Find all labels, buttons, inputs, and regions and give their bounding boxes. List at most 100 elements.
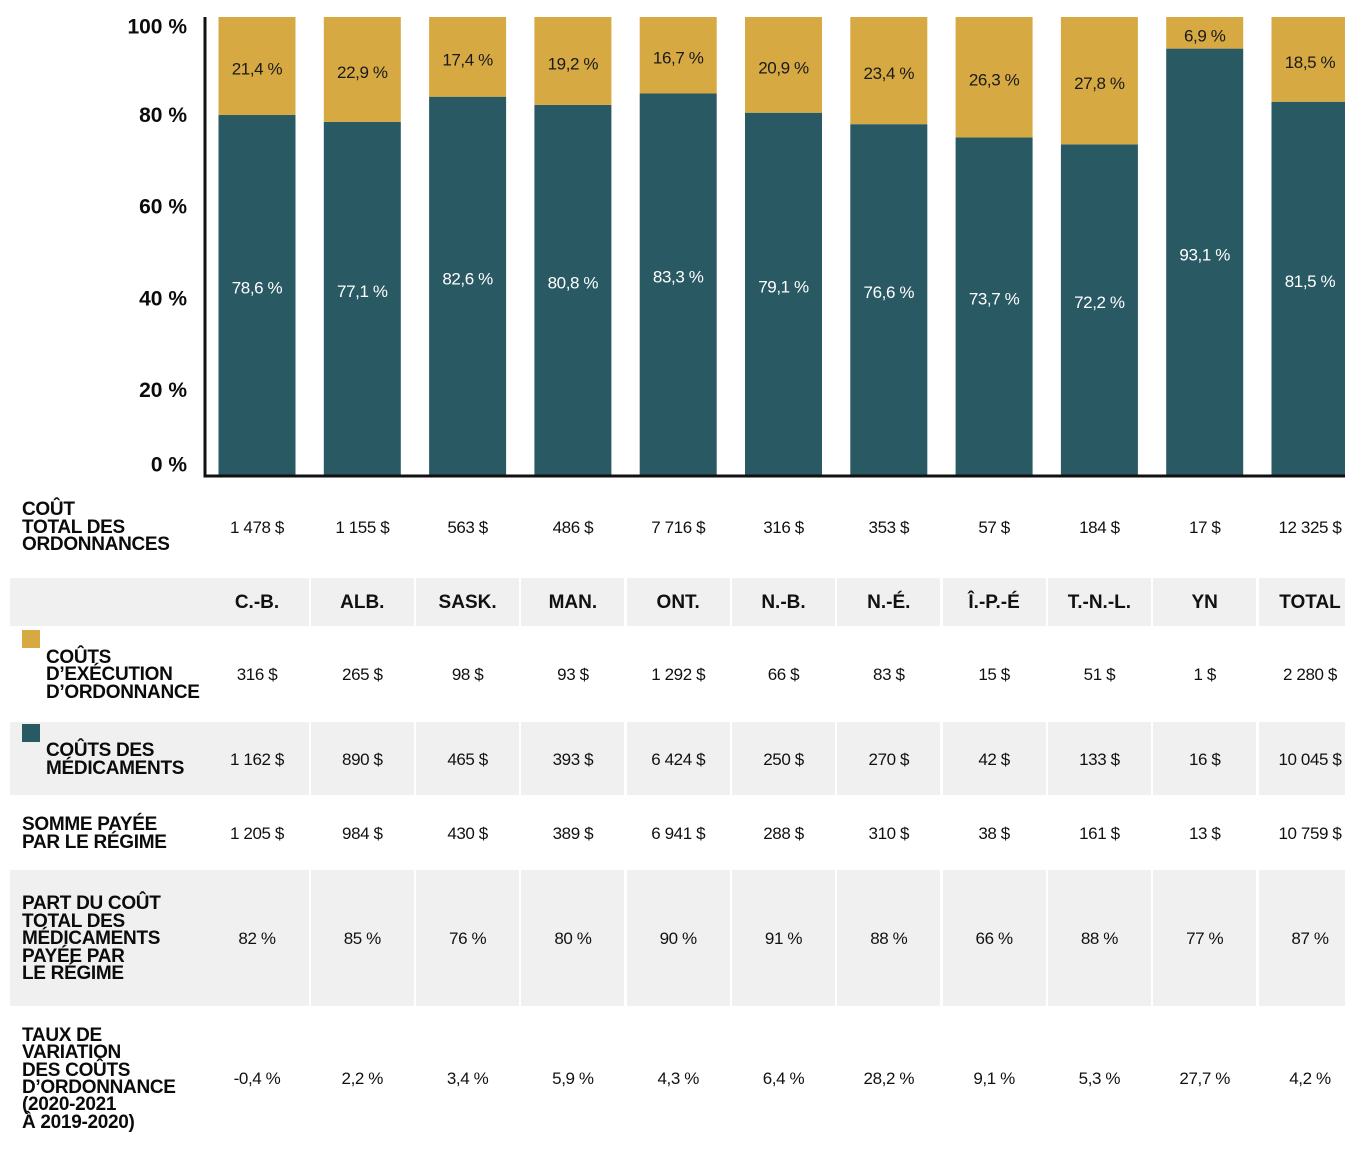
category-label: ALB. bbox=[340, 592, 385, 613]
table-cell: 4,2 % bbox=[1289, 1069, 1331, 1088]
table-cell: 76 % bbox=[449, 929, 487, 948]
cell-background bbox=[942, 870, 1046, 1006]
legend-swatch bbox=[22, 724, 40, 742]
category-label: ONT. bbox=[656, 592, 700, 613]
table-cell: 984 $ bbox=[342, 823, 383, 843]
cell-background bbox=[942, 578, 1046, 626]
table-cell: 66 % bbox=[975, 929, 1014, 948]
cell-background bbox=[310, 722, 414, 795]
table-cell: 77 % bbox=[1186, 929, 1224, 948]
table-cell: 9,1 % bbox=[973, 1069, 1015, 1088]
cell-background bbox=[837, 722, 941, 795]
legend-swatch bbox=[22, 630, 40, 648]
value-label: 27,8 % bbox=[1074, 74, 1125, 93]
bar-segment bbox=[639, 17, 717, 94]
table-cell: 486 $ bbox=[552, 517, 594, 537]
table-cell: 2,2 % bbox=[341, 1069, 384, 1088]
table-cell: 563 $ bbox=[447, 517, 488, 537]
table-cell: 3,4 % bbox=[446, 1069, 489, 1088]
table-cell: 15 $ bbox=[978, 665, 1010, 684]
table-cell: 270 $ bbox=[868, 749, 910, 769]
value-label: 93,1 % bbox=[1179, 245, 1230, 264]
cell-background bbox=[837, 870, 941, 1006]
category-label: SASK. bbox=[438, 592, 497, 613]
bar-segment bbox=[1060, 144, 1138, 475]
category-label: C.-B. bbox=[234, 592, 280, 613]
cell-background bbox=[205, 722, 309, 795]
table-cell: 80 % bbox=[554, 929, 592, 948]
cell-background bbox=[1047, 870, 1151, 1006]
y-tick-label: 0 % bbox=[151, 454, 188, 477]
value-label: 83,3 % bbox=[653, 268, 704, 287]
table-cell: 184 $ bbox=[1079, 517, 1120, 537]
value-label: 78,6 % bbox=[232, 278, 283, 297]
value-label: 23,4 % bbox=[864, 64, 915, 83]
table-cell: 1 162 $ bbox=[230, 749, 284, 769]
table-cell: 13 $ bbox=[1188, 823, 1221, 843]
bar-segment bbox=[1166, 48, 1244, 476]
row-label: SOMME PAYÉE PAR LE RÉGIME bbox=[22, 797, 208, 870]
cell-background bbox=[205, 578, 309, 626]
bar-segment bbox=[1060, 17, 1138, 145]
table-cell: 38 $ bbox=[978, 823, 1010, 843]
row-background bbox=[10, 870, 210, 1006]
value-label: 72,2 % bbox=[1074, 293, 1125, 312]
table-cell: 161 $ bbox=[1079, 823, 1120, 843]
bar-segment bbox=[745, 17, 822, 113]
cell-background bbox=[521, 870, 625, 1006]
value-label: 6,9 % bbox=[1184, 26, 1226, 45]
value-label: 80,8 % bbox=[548, 273, 599, 292]
table-cell: 288 $ bbox=[763, 823, 804, 843]
table-cell: 430 $ bbox=[447, 823, 488, 843]
cell-background bbox=[1258, 578, 1345, 626]
table-cell: 7 716 $ bbox=[651, 517, 706, 537]
table-cell: -0,4 % bbox=[233, 1069, 281, 1088]
row-label: COÛTS DES MÉDICAMENTS bbox=[22, 722, 208, 797]
cell-background bbox=[1258, 870, 1345, 1006]
table-cell: 316 $ bbox=[763, 517, 804, 537]
bar-segment bbox=[850, 17, 928, 125]
row-label: COÛT TOTAL DES ORDONNANCES bbox=[22, 490, 208, 565]
category-label: N.-B. bbox=[761, 592, 806, 613]
row-label: PART DU COÛT TOTAL DES MÉDICAMENTS PAYÉE… bbox=[22, 870, 208, 1008]
table-cell: 5,3 % bbox=[1078, 1069, 1121, 1088]
table-cell: 57 $ bbox=[978, 517, 1010, 537]
table-cell: 16 $ bbox=[1188, 749, 1221, 769]
cell-background bbox=[942, 722, 1046, 795]
cell-background bbox=[626, 578, 730, 626]
row-label-text: TAUX DE VARIATION DES COÛTS D’ORDONNANCE… bbox=[22, 1024, 176, 1133]
bar-segment bbox=[639, 93, 717, 476]
chart: 0 % 20 % 40 % 60 % 80 % 100 % 78,6 % 21,4 % 77,1… bbox=[127, 16, 1345, 478]
value-label: 79,1 % bbox=[758, 277, 809, 296]
row-label-text: COÛTS D’EXÉCUTION D’ORDONNANCE bbox=[46, 646, 200, 703]
value-label: 22,9 % bbox=[337, 63, 388, 82]
y-tick-label: 40 % bbox=[139, 287, 187, 310]
table-cell: 10 045 $ bbox=[1278, 749, 1342, 769]
cell-background bbox=[205, 870, 309, 1006]
table-cell: 353 $ bbox=[868, 517, 910, 537]
bar-segment bbox=[218, 115, 296, 476]
cell-background bbox=[1153, 722, 1257, 795]
table-cell: 5,9 % bbox=[552, 1069, 594, 1088]
table-cell: 82 % bbox=[238, 929, 276, 948]
table-cell: 6,4 % bbox=[762, 1069, 805, 1088]
category-label: T.-N.-L. bbox=[1067, 592, 1132, 613]
cell-background bbox=[1153, 870, 1257, 1006]
bar-segment bbox=[745, 112, 822, 476]
table-cell: 98 $ bbox=[451, 665, 484, 684]
cell-background bbox=[416, 870, 520, 1006]
bar-segment bbox=[955, 17, 1033, 138]
table-cell: 91 % bbox=[764, 929, 803, 948]
table-cell: 250 $ bbox=[763, 749, 804, 769]
table-cell: 1 205 $ bbox=[230, 823, 284, 843]
table-cell: 27,7 % bbox=[1179, 1069, 1230, 1088]
row-label: COÛTS D’EXÉCUTION D’ORDONNANCE bbox=[22, 628, 208, 722]
cell-background bbox=[1047, 722, 1151, 795]
table-cell: 465 $ bbox=[447, 749, 488, 769]
table-cell: 90 % bbox=[659, 929, 698, 948]
category-label: Î.-P.-É bbox=[968, 592, 1020, 613]
row-label-text: SOMME PAYÉE PAR LE RÉGIME bbox=[22, 814, 167, 853]
category-label: YN bbox=[1191, 592, 1218, 613]
table-cell: 4,3 % bbox=[657, 1069, 699, 1088]
table-cell: 10 759 $ bbox=[1278, 823, 1342, 843]
